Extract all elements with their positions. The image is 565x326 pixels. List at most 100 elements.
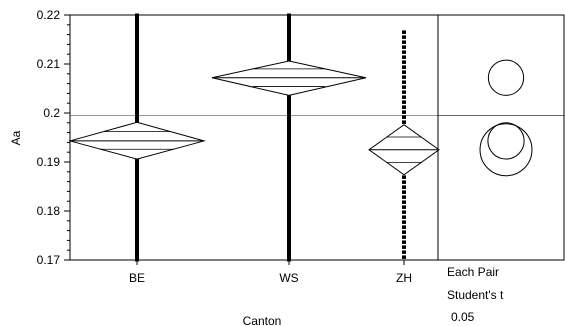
- data-point: [135, 191, 139, 194]
- data-point: [402, 75, 406, 79]
- comparison-frame: [437, 14, 565, 261]
- data-point: [135, 116, 139, 119]
- data-point: [287, 113, 291, 117]
- data-point: [402, 230, 406, 234]
- data-point: [402, 185, 406, 189]
- data-point: [135, 243, 139, 247]
- data-point: [287, 128, 291, 132]
- data-point: [135, 73, 139, 77]
- data-point: [135, 238, 139, 242]
- data-point: [402, 115, 406, 119]
- data-point: [135, 228, 139, 232]
- comparison-label-test: Student's t: [447, 288, 504, 302]
- data-point: [287, 223, 291, 227]
- y-tick-label: 0.21: [37, 57, 61, 71]
- data-point: [287, 96, 291, 99]
- data-point: [402, 80, 406, 84]
- data-point: [135, 118, 139, 122]
- data-point: [287, 98, 291, 102]
- data-point: [135, 66, 139, 69]
- data-point: [135, 198, 139, 202]
- data-point: [402, 240, 406, 244]
- data-point: [402, 245, 406, 249]
- data-point: [135, 88, 139, 92]
- data-point: [135, 203, 139, 207]
- data-point: [135, 96, 139, 99]
- data-point: [135, 246, 139, 249]
- data-point: [135, 23, 139, 27]
- data-point: [402, 205, 406, 209]
- data-point: [135, 91, 139, 94]
- data-point: [135, 206, 139, 209]
- data-point: [402, 30, 406, 34]
- data-point: [287, 173, 291, 177]
- data-point: [287, 168, 291, 172]
- data-point: [287, 226, 291, 229]
- data-point: [135, 211, 139, 214]
- data-point: [135, 36, 139, 39]
- data-point: [287, 111, 291, 114]
- data-point: [402, 220, 406, 224]
- data-point: [135, 231, 139, 234]
- data-point: [287, 233, 291, 237]
- data-point: [402, 35, 406, 39]
- data-point: [135, 216, 139, 219]
- data-point: [402, 235, 406, 239]
- y-tick-label: 0.18: [37, 204, 61, 218]
- data-point: [402, 95, 406, 99]
- data-point: [135, 186, 139, 189]
- data-point: [135, 71, 139, 74]
- data-point: [135, 51, 139, 54]
- data-point: [287, 188, 291, 192]
- comparison-label-method: Each Pair: [447, 265, 499, 279]
- data-point: [287, 241, 291, 244]
- data-point: [135, 233, 139, 237]
- data-point: [287, 23, 291, 27]
- data-point: [402, 60, 406, 64]
- data-point: [135, 208, 139, 212]
- data-point: [287, 206, 291, 209]
- data-point: [287, 253, 291, 257]
- data-point: [135, 196, 139, 199]
- data-point: [287, 156, 291, 159]
- data-point: [135, 166, 139, 169]
- data-point: [402, 55, 406, 59]
- data-point: [135, 213, 139, 217]
- data-point: [287, 201, 291, 204]
- data-point: [287, 118, 291, 122]
- comparison-circle: [479, 123, 533, 177]
- data-point: [135, 201, 139, 204]
- data-point: [287, 121, 291, 124]
- data-point: [135, 83, 139, 87]
- data-point: [135, 38, 139, 42]
- data-point: [287, 243, 291, 247]
- data-point: [135, 106, 139, 109]
- data-point: [402, 50, 406, 54]
- data-point: [135, 18, 139, 22]
- data-point: [287, 48, 291, 52]
- x-tick-label: WS: [279, 271, 298, 285]
- data-point: [287, 33, 291, 37]
- data-point: [402, 100, 406, 104]
- data-point: [402, 45, 406, 49]
- data-point: [135, 171, 139, 174]
- data-point: [135, 33, 139, 37]
- data-point: [135, 158, 139, 162]
- data-point: [287, 238, 291, 242]
- data-point: [135, 61, 139, 64]
- data-point: [135, 251, 139, 254]
- data-point: [287, 143, 291, 147]
- data-point: [135, 46, 139, 49]
- data-point: [402, 70, 406, 74]
- data-point: [287, 216, 291, 219]
- data-point: [135, 113, 139, 117]
- data-point: [287, 46, 291, 49]
- data-point: [135, 188, 139, 192]
- data-point: [287, 198, 291, 202]
- data-point: [287, 141, 291, 144]
- data-point: [135, 256, 139, 259]
- y-tick-label: 0.2: [43, 106, 60, 120]
- data-point: [287, 231, 291, 234]
- data-point: [135, 221, 139, 224]
- x-axis: BE WS ZH: [129, 260, 412, 285]
